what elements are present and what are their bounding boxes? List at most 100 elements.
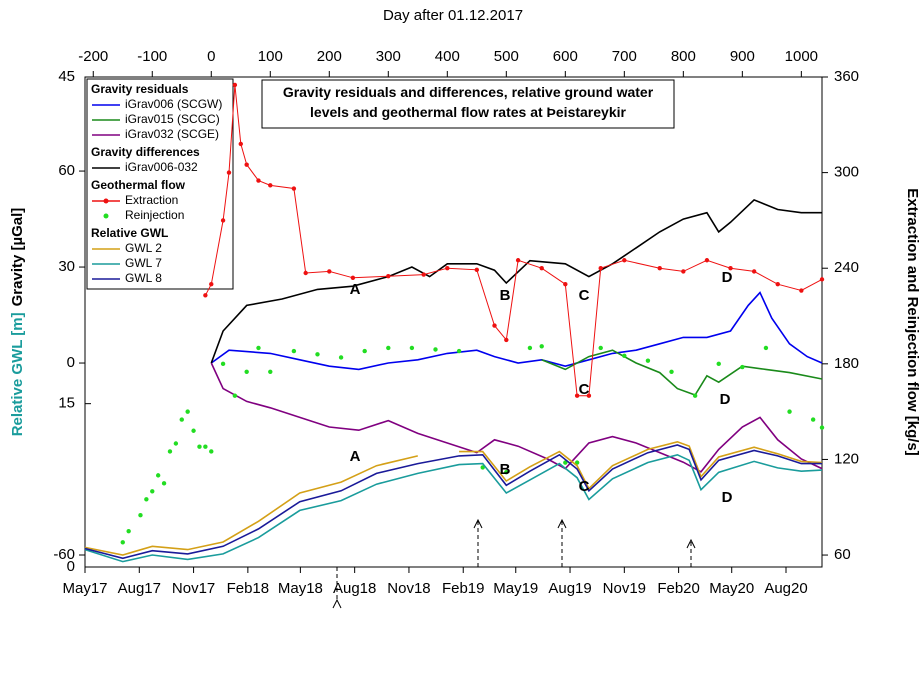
gwl-tick-label: 0: [67, 558, 75, 575]
series-point: [433, 347, 438, 352]
series-point: [173, 441, 179, 446]
x2-tick-label: 300: [376, 48, 401, 65]
x2-axis-title: Day after 01.12.2017: [383, 7, 523, 24]
series-point: [203, 293, 208, 298]
series-point: [327, 269, 332, 274]
legend-group-title: Gravity differences: [91, 145, 200, 159]
series-point: [751, 269, 757, 274]
series-point: [338, 355, 344, 360]
annotation: D: [722, 269, 733, 286]
annotation: D: [720, 391, 731, 408]
series-point: [669, 369, 674, 374]
x2-tick-label: 0: [207, 48, 215, 65]
x2-tick-label: 400: [435, 48, 460, 65]
gwl-axis-title: Relative GWL [m]: [9, 312, 26, 436]
x-tick-label: Feb19: [442, 580, 485, 597]
title-holder: Gravity residuals and differences, relat…: [282, 84, 654, 120]
series-point: [409, 345, 415, 351]
legend-group-title: Gravity residuals: [91, 82, 189, 96]
x-tick-label: Aug17: [118, 580, 161, 597]
series-line: [204, 84, 823, 397]
x2-tick-label: -200: [78, 48, 108, 65]
y2-axis-title-group: Extraction and Reinjection flow [kg/s]: [904, 188, 921, 456]
series-line: [210, 362, 823, 473]
annotation: C: [579, 381, 590, 398]
chart-title: Gravity residuals and differences, relat…: [282, 84, 654, 120]
series-point: [203, 444, 208, 449]
series-point: [220, 218, 226, 223]
event-arrowhead: [557, 518, 567, 529]
y-axis-title-group: Relative GWL [m] Gravity [µGal]: [9, 208, 26, 437]
annotation: A: [350, 281, 361, 298]
legend-label: iGrav032 (SCGE): [125, 127, 219, 141]
series-point: [504, 337, 509, 343]
series-point: [445, 266, 450, 271]
series-point: [144, 497, 149, 502]
series-point: [480, 465, 485, 470]
series-point: [574, 460, 580, 465]
series-point: [185, 409, 190, 414]
series-point: [161, 481, 167, 486]
legend-label: Reinjection: [125, 208, 184, 222]
series-point: [515, 258, 521, 263]
series-point: [539, 344, 544, 349]
series-point: [238, 141, 243, 147]
series-point: [209, 281, 214, 287]
series-point: [120, 540, 125, 545]
x-tick-label: Aug20: [764, 580, 807, 597]
series-line: [84, 440, 823, 556]
series-point: [681, 269, 686, 274]
series-point: [799, 288, 804, 293]
x-tick-label: May20: [709, 580, 754, 597]
y-tick-label: -60: [53, 546, 75, 563]
series-point: [740, 364, 745, 370]
legend-group-title: Relative GWL: [91, 226, 168, 240]
series-point: [622, 258, 627, 263]
y2-axis-title: Extraction and Reinjection flow [kg/s]: [904, 188, 921, 456]
series-point: [226, 170, 232, 175]
series-point: [474, 267, 480, 273]
annotation: B: [500, 287, 511, 304]
legend-label: iGrav006 (SCGW): [125, 97, 222, 111]
series-point: [539, 266, 544, 271]
gwl-tick-label: 15: [58, 395, 75, 412]
series-point: [819, 277, 825, 282]
y-tick-label: 0: [67, 354, 75, 371]
x2-tick-label: 600: [553, 48, 578, 65]
series-point: [421, 272, 426, 277]
series-point: [622, 353, 627, 359]
series-point: [155, 473, 161, 478]
legend-marker: [103, 198, 109, 204]
series-point: [574, 393, 580, 398]
series-point: [256, 178, 261, 183]
x2-tick-label: 1000: [785, 48, 818, 65]
series-point: [209, 449, 214, 454]
series-point: [197, 444, 202, 449]
series-point: [179, 417, 184, 422]
series-line: [84, 453, 823, 563]
x2-tick-label: 100: [258, 48, 283, 65]
series-line: [210, 198, 822, 364]
x2-tick-label: 800: [671, 48, 696, 65]
legend-label: iGrav015 (SCGC): [125, 112, 220, 126]
series-point: [138, 513, 143, 518]
series-point: [244, 369, 249, 374]
series-point: [586, 393, 592, 398]
series-point: [150, 489, 155, 494]
annotation: A: [350, 448, 361, 465]
series-point: [563, 460, 568, 465]
series-point: [704, 258, 710, 263]
legend-label: GWL 2: [125, 241, 162, 255]
legend-label: iGrav006-032: [125, 160, 198, 174]
annotation: D: [722, 489, 733, 506]
x-tick-label: Aug18: [333, 580, 376, 597]
series-point: [126, 528, 131, 534]
x-tick-label: Nov17: [172, 580, 215, 597]
x-tick-label: Feb18: [227, 580, 270, 597]
legend-label: GWL 8: [125, 271, 162, 285]
series-point: [386, 273, 391, 279]
series-point: [645, 358, 651, 363]
gravity-axis-title: Gravity [µGal]: [9, 208, 26, 307]
